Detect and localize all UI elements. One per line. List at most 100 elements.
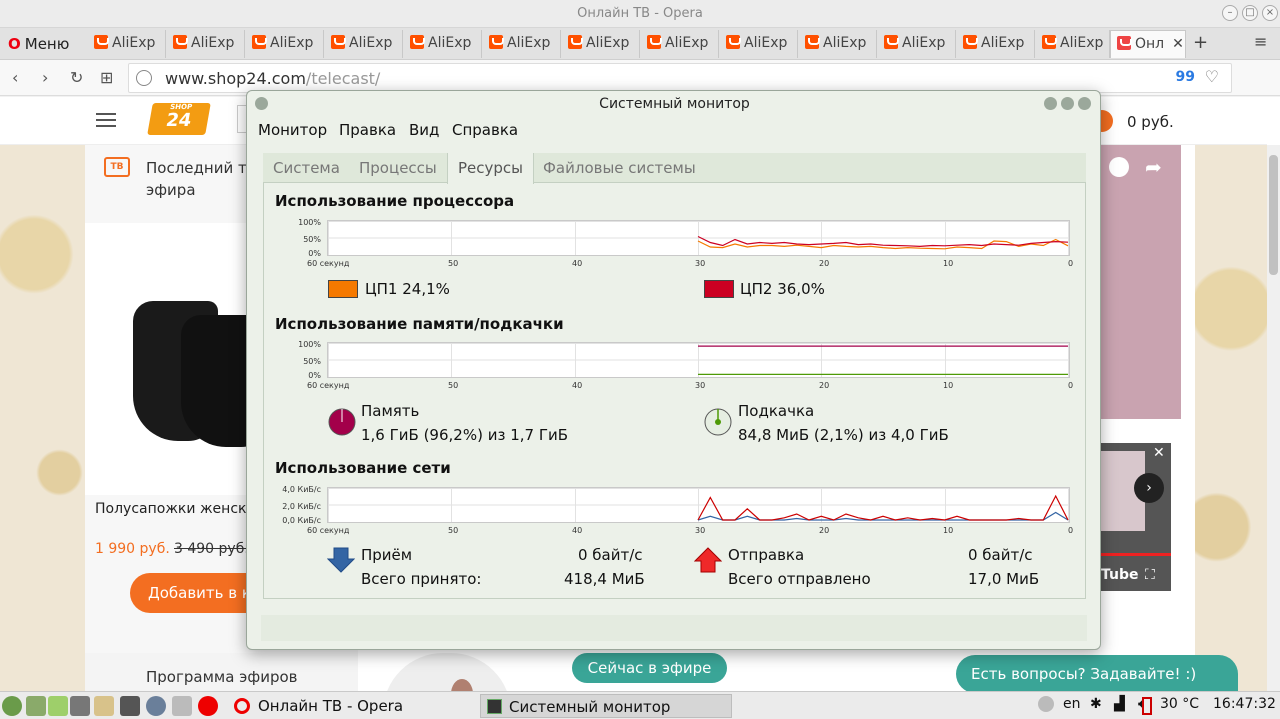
text-editor-icon[interactable] — [94, 696, 114, 716]
browser-tab[interactable]: AliExp — [246, 30, 324, 58]
x-tick-label: 20 — [819, 381, 830, 390]
cpu-section-title: Использование процессора — [275, 192, 515, 210]
browser-tab[interactable]: AliExp — [404, 30, 482, 58]
cpu2-color-swatch[interactable] — [704, 280, 734, 298]
start-menu-icon[interactable] — [2, 696, 22, 716]
cpu1-color-swatch[interactable] — [328, 280, 358, 298]
bluetooth-icon[interactable]: ✱ — [1090, 696, 1102, 712]
aliexpress-icon — [884, 35, 899, 49]
battery-icon[interactable] — [1142, 697, 1152, 715]
menu-monitor[interactable]: Монитор — [258, 121, 328, 139]
share-icon[interactable]: ➦ — [1145, 155, 1162, 179]
mini-video-player[interactable]: ✕ › Tube ⛶ — [1101, 443, 1171, 591]
memory-pie-icon[interactable] — [327, 407, 357, 437]
url-field[interactable]: www.shop24.com/telecast/ 99 ♡ — [128, 63, 1232, 93]
maximize-icon[interactable] — [1061, 97, 1074, 110]
video-progress-bar[interactable] — [1101, 553, 1171, 556]
x-tick-label: 40 — [572, 259, 583, 268]
opera-menu-button[interactable]: O Меню — [8, 35, 69, 53]
calculator-icon[interactable] — [120, 696, 140, 716]
browser-tab[interactable]: AliExp — [88, 30, 166, 58]
last-broadcast-link[interactable]: Последний то эфира — [146, 159, 256, 199]
program-section[interactable]: Программа эфиров — [85, 653, 358, 691]
tab-resources[interactable]: Ресурсы — [447, 153, 535, 184]
network-icon[interactable] — [146, 696, 166, 716]
menu-help[interactable]: Справка — [452, 121, 519, 139]
url-text: www.shop24.com/telecast/ — [165, 69, 380, 88]
hamburger-icon[interactable] — [96, 113, 116, 127]
settings-gear-icon[interactable] — [1038, 696, 1054, 712]
close-icon[interactable] — [1078, 97, 1091, 110]
back-icon[interactable]: ‹ — [12, 68, 19, 87]
receive-total-label: Всего принято: — [361, 570, 482, 588]
menu-edit[interactable]: Правка — [339, 121, 397, 139]
tab-label: AliExp — [823, 35, 867, 51]
minimize-icon[interactable] — [1044, 97, 1057, 110]
speed-dial-icon[interactable]: ⊞ — [100, 68, 114, 87]
active-browser-tab[interactable]: Онл ✕ — [1110, 30, 1186, 58]
browser-tab[interactable]: AliExp — [325, 30, 403, 58]
cpu2-label: ЦП2 36,0% — [740, 280, 825, 298]
fullscreen-icon[interactable]: ⛶ — [1145, 567, 1155, 583]
now-live-button[interactable]: Сейчас в эфире — [572, 653, 727, 683]
forward-icon[interactable]: › — [42, 68, 49, 87]
product-name[interactable]: Полусапожки женски — [95, 501, 256, 517]
bookmark-heart-icon[interactable]: ♡ — [1204, 67, 1219, 86]
page-scrollbar[interactable] — [1267, 145, 1280, 691]
terminal-icon[interactable] — [70, 696, 90, 716]
clock-icon[interactable] — [1109, 157, 1129, 177]
x-tick-label: 60 секунд — [307, 381, 350, 390]
browser-tab[interactable]: AliExp — [1036, 30, 1110, 58]
logo-small-text: SHOP — [169, 103, 193, 111]
tab-label: AliExp — [981, 35, 1025, 51]
close-icon[interactable]: ✕ — [1153, 445, 1165, 461]
upload-arrow-icon[interactable] — [694, 546, 722, 574]
tab-label: AliExp — [191, 35, 235, 51]
browser-tab[interactable]: AliExp — [483, 30, 561, 58]
minimize-button[interactable]: – — [1222, 5, 1238, 21]
tab-label: AliExp — [665, 35, 709, 51]
close-tab-icon[interactable]: ✕ — [1172, 36, 1184, 52]
desktop-icon[interactable] — [48, 696, 68, 716]
taskbar-opera-item[interactable]: Онлайн ТВ - Opera — [230, 694, 475, 718]
chat-widget[interactable]: Есть вопросы? Задавайте! :) — [956, 655, 1238, 691]
tab-filesystems[interactable]: Файловые системы — [543, 159, 696, 177]
keyboard-layout[interactable]: en — [1063, 696, 1081, 712]
notes-icon[interactable] — [172, 696, 192, 716]
new-tab-button[interactable]: + — [1193, 32, 1209, 53]
clock[interactable]: 16:47:32 — [1213, 696, 1276, 712]
tab-label: AliExp — [428, 35, 472, 51]
scrollbar-thumb[interactable] — [1269, 155, 1278, 275]
tab-menu-icon[interactable]: ≡ — [1254, 32, 1268, 51]
download-arrow-icon[interactable] — [327, 546, 355, 574]
youtube-logo[interactable]: Tube — [1101, 567, 1139, 583]
browser-tab[interactable]: AliExp — [167, 30, 245, 58]
window-menu-icon[interactable] — [255, 97, 268, 110]
menu-view[interactable]: Вид — [409, 121, 440, 139]
opera-launcher-icon[interactable] — [198, 696, 218, 716]
close-window-button[interactable]: × — [1262, 5, 1278, 21]
chevron-right-icon[interactable]: › — [1134, 473, 1164, 503]
x-tick-label: 10 — [943, 526, 954, 535]
maximize-button[interactable]: □ — [1242, 5, 1258, 21]
reload-icon[interactable]: ↻ — [70, 68, 84, 87]
browser-tab[interactable]: AliExp — [957, 30, 1035, 58]
x-tick-label: 50 — [448, 259, 459, 268]
y-tick-label: 4,0 КиБ/с — [282, 485, 321, 494]
browser-tab[interactable]: AliExp — [562, 30, 640, 58]
swap-pie-icon[interactable] — [703, 407, 733, 437]
adblock-badge[interactable]: 99 — [1175, 69, 1195, 85]
video-player[interactable]: ➦ — [1101, 145, 1181, 419]
tab-system[interactable]: Система — [273, 159, 340, 177]
sysmon-title: Системный монитор — [599, 96, 750, 112]
taskbar-sysmon-item[interactable]: Системный монитор — [480, 694, 732, 718]
browser-tab[interactable]: AliExp — [641, 30, 719, 58]
tab-processes[interactable]: Процессы — [359, 159, 437, 177]
browser-tab[interactable]: AliExp — [720, 30, 798, 58]
browser-tab[interactable]: AliExp — [878, 30, 956, 58]
wifi-signal-icon[interactable]: ▟ — [1114, 696, 1125, 712]
browser-tab[interactable]: AliExp — [799, 30, 877, 58]
x-tick-label: 50 — [448, 526, 459, 535]
file-manager-icon[interactable] — [26, 696, 46, 716]
shop24-logo[interactable]: SHOP 24 — [147, 103, 211, 135]
